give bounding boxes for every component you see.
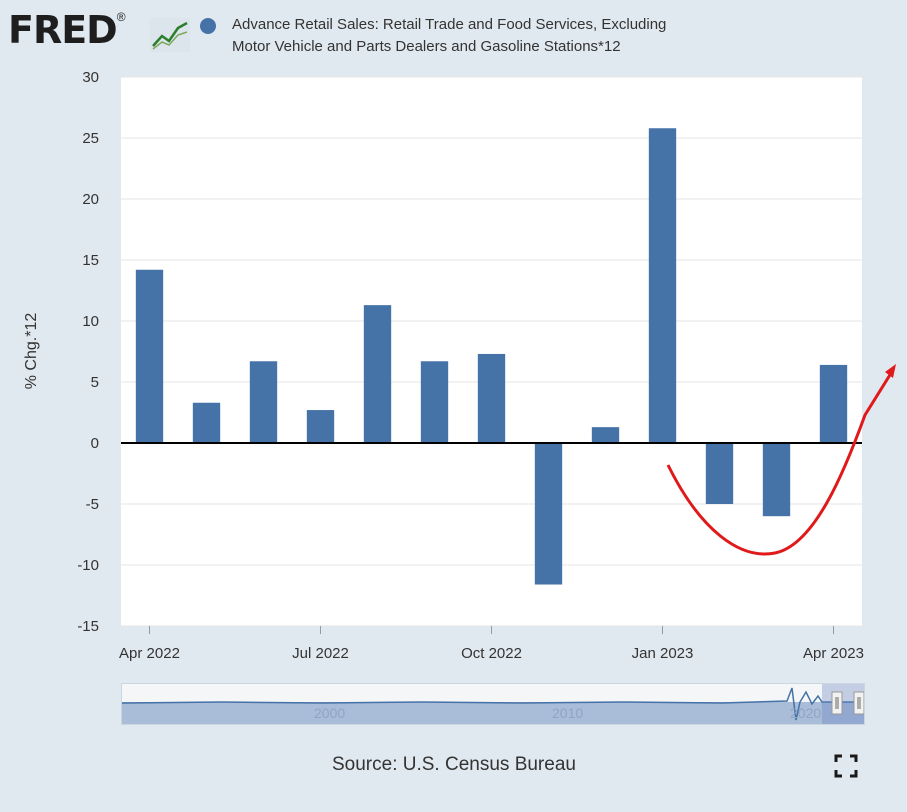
bars (135, 128, 848, 585)
annotation-arrowhead (885, 364, 896, 378)
x-tick-label: Jul 2022 (292, 645, 349, 662)
source-text: Source: U.S. Census Bureau (332, 754, 576, 775)
fullscreen-icon[interactable] (834, 754, 858, 778)
y-tick-label: 25 (82, 130, 99, 147)
bar[interactable] (705, 443, 734, 504)
y-axis-ticks: -15 -10 -5 0 5 10 15 20 25 30 (77, 69, 99, 635)
x-tick-label: Apr 2022 (119, 645, 180, 662)
bar[interactable] (249, 361, 278, 443)
bar[interactable] (477, 353, 506, 443)
navigator-series: 2000 2010 2020 (121, 684, 865, 724)
y-tick-label: -5 (86, 496, 99, 513)
logo-trademark: ® (116, 10, 126, 24)
legend-marker (200, 18, 216, 34)
y-tick-label: 5 (91, 374, 99, 391)
y-tick-label: 10 (82, 313, 99, 330)
range-navigator[interactable]: 2000 2010 2020 (121, 683, 865, 725)
bar[interactable] (819, 364, 848, 443)
navigator-label-2000: 2000 (314, 705, 345, 721)
bar[interactable] (534, 443, 563, 585)
y-tick-label: 30 (82, 69, 99, 86)
y-tick-label: -15 (77, 618, 99, 635)
y-tick-label: -10 (77, 557, 99, 574)
y-tick-label: 15 (82, 252, 99, 269)
bar[interactable] (192, 402, 221, 443)
bar[interactable] (762, 443, 791, 517)
x-tick-label: Apr 2023 (803, 645, 864, 662)
bar[interactable] (648, 128, 677, 444)
logo-text: FRED (8, 8, 118, 52)
y-tick-label: 0 (91, 435, 99, 452)
bar-chart: -15 -10 -5 0 5 10 15 20 25 30 Apr 2022 Jul 2022 Oct… (23, 69, 896, 662)
x-axis-ticks: Apr 2022 Jul 2022 Oct 2022 Jan 2023 Apr 2023 (119, 626, 864, 662)
navigator-handle-left[interactable] (831, 691, 843, 715)
bar[interactable] (363, 305, 392, 443)
bar[interactable] (591, 427, 620, 443)
navigator-label-2020: 2020 (790, 705, 821, 721)
y-axis-label: % Chg.*12 (23, 313, 40, 390)
bar[interactable] (135, 269, 164, 443)
x-tick-label: Oct 2022 (461, 645, 522, 662)
y-tick-label: 20 (82, 191, 99, 208)
plot-background (121, 77, 862, 626)
annotation-curve (666, 369, 895, 556)
navigator-label-2010: 2010 (552, 705, 583, 721)
bar[interactable] (420, 361, 449, 443)
chart-line-icon (150, 18, 190, 52)
navigator-handle-right[interactable] (853, 691, 865, 715)
bar[interactable] (306, 410, 335, 443)
fred-logo[interactable]: FRED® (8, 8, 190, 52)
legend-label: Advance Retail Sales: Retail Trade and F… (232, 16, 667, 55)
x-tick-label: Jan 2023 (632, 645, 694, 662)
